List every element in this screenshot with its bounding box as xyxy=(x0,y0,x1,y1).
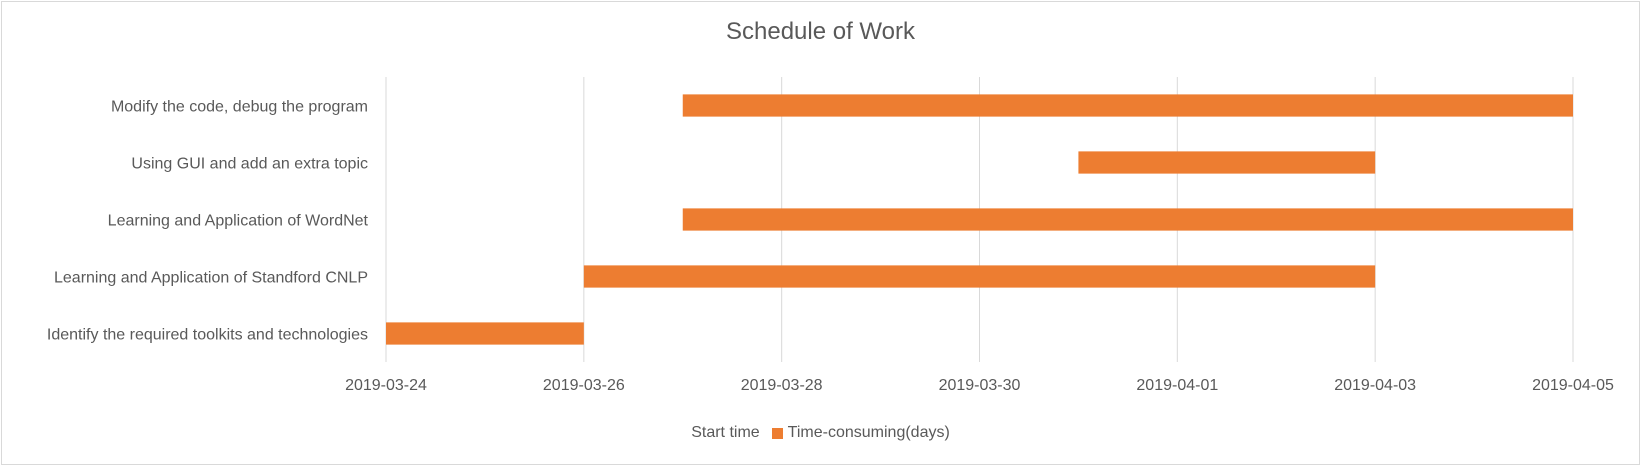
x-tick-label: 2019-03-30 xyxy=(939,377,1021,394)
legend-swatch-time-consuming xyxy=(771,427,783,439)
y-category-label: Learning and Application of WordNet xyxy=(108,213,369,230)
x-tick-label: 2019-04-05 xyxy=(1532,377,1614,394)
legend-label-start-time: Start time xyxy=(691,424,760,441)
gantt-bar xyxy=(583,265,1376,288)
y-category-label: Modify the code, debug the program xyxy=(111,99,368,116)
legend-item-time-consuming: Time-consuming(days) xyxy=(771,424,950,442)
chart-legend: Start time Time-consuming(days) xyxy=(0,424,1641,442)
gantt-bar xyxy=(1078,151,1376,174)
x-tick-label: 2019-04-01 xyxy=(1136,377,1218,394)
chart-title: Schedule of Work xyxy=(726,18,915,45)
legend-item-start-time: Start time xyxy=(691,424,759,442)
x-tick-label: 2019-03-26 xyxy=(543,377,625,394)
x-tick-label: 2019-03-28 xyxy=(741,377,823,394)
y-category-label: Identify the required toolkits and techn… xyxy=(47,327,368,344)
gantt-bar xyxy=(682,94,1573,117)
x-tick-label: 2019-03-24 xyxy=(345,377,427,394)
gantt-bar xyxy=(682,208,1573,231)
y-category-label: Learning and Application of Standford CN… xyxy=(54,270,368,287)
gantt-bar xyxy=(386,322,584,345)
y-category-label: Using GUI and add an extra topic xyxy=(131,156,368,173)
x-tick-label: 2019-04-03 xyxy=(1334,377,1416,394)
legend-label-time-consuming: Time-consuming(days) xyxy=(787,424,950,441)
